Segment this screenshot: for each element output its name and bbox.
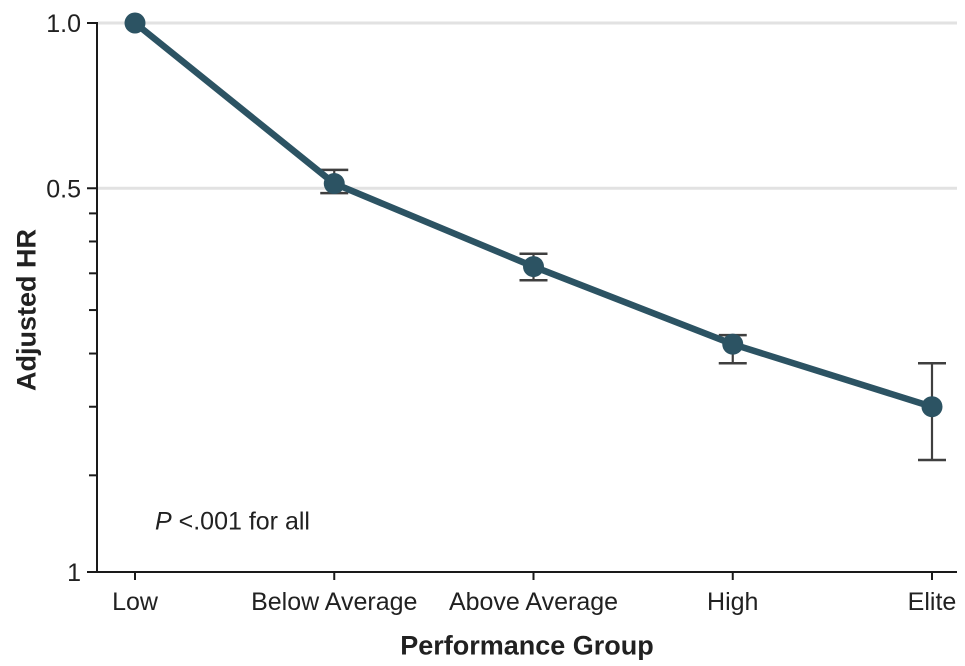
p-value-annotation: P <.001 for all <box>155 508 310 537</box>
data-point <box>722 333 744 355</box>
y-tick-label: 0.5 <box>46 175 81 203</box>
y-axis-title: Adjusted HR <box>11 229 42 391</box>
p-value-symbol: P <box>155 507 172 536</box>
x-tick-label: Below Average <box>251 588 417 616</box>
data-point <box>523 256 544 278</box>
y-tick-label: 1 <box>67 559 81 587</box>
trend-line <box>131 19 936 410</box>
x-axis-title: Performance Group <box>400 630 654 661</box>
data-point <box>921 396 943 418</box>
data-point <box>124 12 146 34</box>
x-tick-label: Above Average <box>449 588 618 616</box>
x-tick-label: High <box>707 588 758 616</box>
data-point <box>323 173 345 195</box>
x-tick-label: Low <box>112 588 159 616</box>
y-tick-label: 1.0 <box>46 10 81 38</box>
p-value-text: <.001 for all <box>171 507 310 536</box>
x-tick-label: Elite <box>908 588 957 616</box>
